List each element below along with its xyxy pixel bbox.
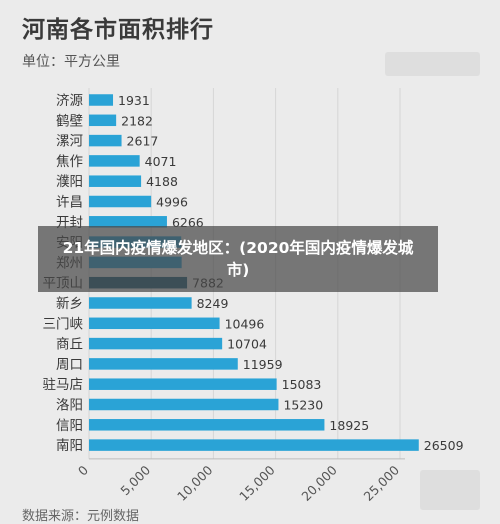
- category-label-1: 鹤壁: [56, 113, 83, 129]
- bar-10: [89, 297, 192, 309]
- x-tick-label-3: 15,000: [236, 462, 278, 504]
- bar-0: [89, 94, 114, 106]
- category-label-10: 新乡: [56, 296, 83, 312]
- caption-text: 21年国内疫情爆发地区：(2020年国内疫情爆发城市): [62, 239, 414, 279]
- bar-13: [89, 358, 238, 370]
- bar-5: [89, 195, 152, 208]
- bar-3: [89, 155, 140, 167]
- value-label-14: 15083: [282, 377, 322, 392]
- value-label-11: 10496: [225, 316, 265, 331]
- value-label-1: 2182: [121, 113, 153, 128]
- category-label-0: 济源: [56, 93, 83, 109]
- x-tick-label-0: 0: [75, 462, 91, 478]
- bar-16: [89, 419, 325, 431]
- category-label-15: 洛阳: [56, 398, 83, 414]
- category-label-2: 漯河: [56, 134, 83, 150]
- bar-11: [89, 317, 220, 330]
- bar-15: [89, 398, 279, 411]
- bar-14: [89, 378, 277, 390]
- chart-title: 河南各市面积排行: [22, 17, 214, 43]
- category-label-14: 驻马店: [43, 377, 84, 393]
- value-label-13: 11959: [243, 357, 283, 372]
- x-tick-label-2: 10,000: [174, 462, 216, 504]
- source-label: 数据来源：元例数据: [22, 509, 140, 524]
- value-label-15: 15230: [283, 398, 323, 413]
- value-label-5: 4996: [156, 195, 188, 210]
- category-label-16: 信阳: [56, 418, 83, 434]
- caption-overlay: 21年国内疫情爆发地区：(2020年国内疫情爆发城市): [38, 226, 438, 292]
- bar-17: [89, 439, 419, 451]
- category-label-11: 三门峡: [43, 316, 84, 332]
- watermark-top-right: [385, 52, 480, 76]
- value-label-2: 2617: [127, 134, 159, 149]
- category-label-4: 濮阳: [56, 174, 83, 190]
- x-tick-label-1: 5,000: [117, 462, 153, 498]
- category-label-13: 周口: [56, 357, 83, 373]
- unit-label: 单位：平方公里: [22, 54, 120, 70]
- value-label-4: 4188: [146, 174, 178, 189]
- value-label-0: 1931: [118, 93, 150, 108]
- category-label-12: 商丘: [56, 337, 83, 353]
- bar-4: [89, 175, 142, 187]
- value-label-3: 4071: [145, 154, 177, 169]
- value-label-16: 18925: [329, 418, 369, 433]
- value-label-12: 10704: [227, 337, 267, 352]
- x-tick-label-5: 25,000: [361, 462, 403, 504]
- value-label-10: 8249: [197, 296, 229, 311]
- value-label-17: 26509: [424, 438, 464, 453]
- category-label-17: 南阳: [56, 438, 83, 454]
- bar-6: [89, 216, 167, 228]
- category-label-3: 焦作: [56, 154, 83, 170]
- x-tick-label-4: 20,000: [298, 462, 340, 504]
- bar-2: [89, 134, 122, 147]
- bar-1: [89, 114, 117, 127]
- bar-12: [89, 337, 223, 350]
- watermark-bottom-right: [420, 470, 480, 510]
- category-label-5: 许昌: [56, 195, 83, 211]
